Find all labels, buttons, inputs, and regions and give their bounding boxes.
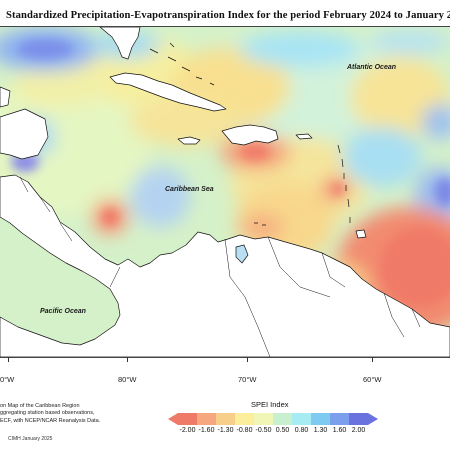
legend-tick-label: 2.00 [351,427,366,434]
lon-tick-label: 70°W [238,375,257,384]
land-masses [0,27,450,357]
lon-tick-label: 60°W [363,375,382,384]
lon-tick-label: 0°W [0,375,15,384]
credit-text: CIMH January 2025 [8,436,53,442]
legend-tick-label: -0.80 [236,427,253,434]
lon-tick-mark [8,357,9,362]
legend-swatch [235,413,255,425]
hispaniola [221,124,279,146]
lon-tick-mark [127,357,128,362]
legend-tick-label: 0.80 [294,427,309,434]
legend-tick-label: 0.50 [275,427,290,434]
yucatan [0,108,49,160]
map-caption: on Map of the Caribbean Region ggregatin… [0,403,100,425]
country-borders [19,176,421,357]
puerto-rico [295,133,313,140]
legend-swatch [330,413,350,425]
atlantic-ocean-label: Atlantic Ocean [347,64,397,71]
legend-swatch [216,413,236,425]
caribbean-sea-label: Caribbean Sea [165,186,214,193]
abc-islands [254,222,266,226]
legend-tick-label: 1.60 [332,427,347,434]
map-title: Standardized Precipitation-Evapotranspir… [6,10,450,21]
lake-maracaibo [235,244,249,264]
cuba [109,72,227,112]
legend-swatch [168,413,197,425]
jamaica [177,136,201,145]
bahamas [149,42,215,86]
spei-map-canvas [0,27,450,357]
legend-tick-label: 1.30 [313,427,328,434]
legend-title: SPEI Index [251,400,289,409]
spei-map [0,26,450,358]
caption-line: ggregating station based observations, [0,410,95,417]
legend-swatch [197,413,217,425]
lesser-antilles [337,144,351,223]
lon-tick-mark [247,357,248,362]
legend-tick-label: -2.00 [179,427,196,434]
lon-tick-mark [372,357,373,362]
legend-swatch [273,413,293,425]
pacific-ocean-label: Pacific Ocean [40,308,86,315]
legend-tick-label: -1.30 [217,427,234,434]
florida [99,27,141,60]
legend-tick-label: -1.60 [198,427,215,434]
caption-line: on Map of the Caribbean Region [0,403,80,409]
legend-colorbar [168,413,378,425]
caption-line: ECF, with NCEP/NCAR Reanalysis Data. [0,417,101,424]
legend-swatch [349,413,378,425]
legend-tick-label: -0.50 [255,427,272,434]
legend-swatch [311,413,331,425]
central-and-south-america [0,174,450,357]
legend-swatch [292,413,312,425]
lon-tick-label: 80°W [118,375,137,384]
legend-swatch [254,413,274,425]
mexico-coast [0,86,11,108]
trinidad [355,229,367,239]
